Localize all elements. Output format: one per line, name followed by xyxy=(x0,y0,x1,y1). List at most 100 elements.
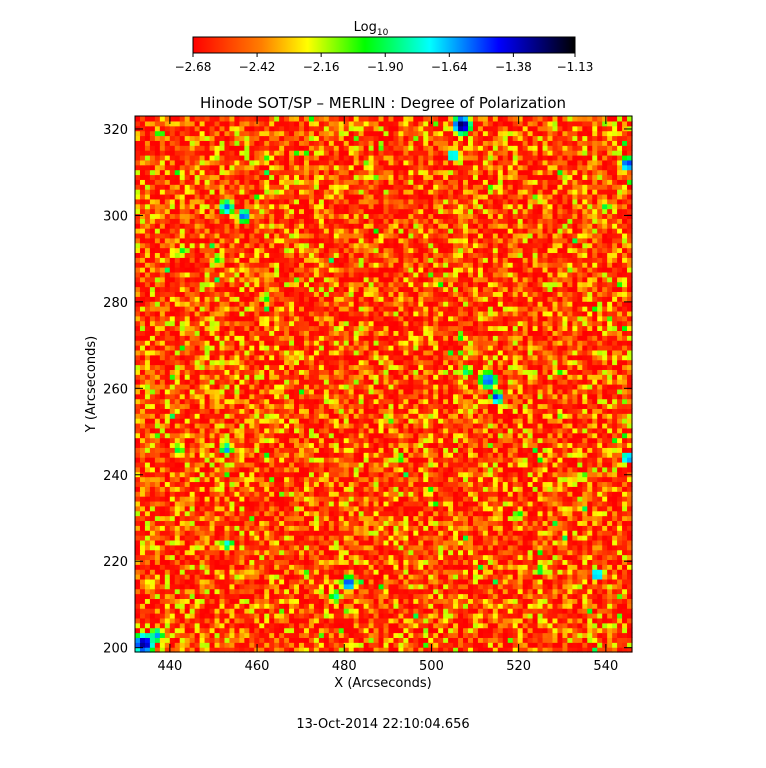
heatmap-cell xyxy=(448,627,454,634)
heatmap-cell xyxy=(413,427,419,434)
heatmap-cell xyxy=(383,632,390,638)
heatmap-cell xyxy=(274,452,280,458)
heatmap-cell xyxy=(502,408,509,414)
heatmap-cell xyxy=(388,530,395,536)
heatmap-cell xyxy=(308,510,315,517)
heatmap-cell xyxy=(373,564,380,570)
heatmap-cell xyxy=(353,647,360,653)
heatmap-cell xyxy=(577,422,583,429)
heatmap-cell xyxy=(472,613,479,619)
heatmap-cell xyxy=(413,413,419,419)
heatmap-cell xyxy=(358,427,365,434)
heatmap-cell xyxy=(219,481,226,487)
heatmap-cell xyxy=(627,578,633,585)
heatmap-cell xyxy=(587,422,593,429)
heatmap-cell xyxy=(159,622,166,629)
heatmap-cell xyxy=(567,466,573,473)
heatmap-cell xyxy=(567,520,573,526)
heatmap-cell xyxy=(279,627,285,634)
heatmap-cell xyxy=(572,583,578,590)
heatmap-cell xyxy=(537,539,544,546)
heatmap-cell xyxy=(284,530,290,536)
heatmap-cell xyxy=(313,583,320,590)
heatmap-cell xyxy=(328,554,335,561)
heatmap-cell xyxy=(557,613,564,619)
heatmap-cell xyxy=(313,525,320,531)
heatmap-cell xyxy=(159,593,166,599)
heatmap-cell xyxy=(274,432,280,439)
heatmap-cell xyxy=(448,427,454,434)
heatmap-cell xyxy=(308,539,315,546)
heatmap-cell xyxy=(159,583,166,590)
heatmap-cell xyxy=(189,500,196,507)
heatmap-cell xyxy=(239,422,245,429)
heatmap-cell xyxy=(299,408,305,414)
heatmap-cell xyxy=(557,569,564,575)
heatmap-cell xyxy=(204,613,211,619)
heatmap-cell xyxy=(313,603,320,609)
heatmap-cell xyxy=(299,525,305,531)
heatmap-cell xyxy=(363,554,370,561)
heatmap-cell xyxy=(527,544,534,551)
heatmap-cell xyxy=(587,457,593,463)
heatmap-cell xyxy=(448,554,454,561)
heatmap-cell xyxy=(438,622,444,629)
heatmap-cell xyxy=(333,578,340,585)
heatmap-cell xyxy=(617,539,623,546)
heatmap-cell xyxy=(482,598,489,604)
heatmap-cell xyxy=(453,457,459,463)
heatmap-cell xyxy=(368,598,375,604)
heatmap-cell xyxy=(502,525,509,531)
heatmap-cell xyxy=(353,413,360,419)
heatmap-cell xyxy=(453,418,459,424)
heatmap-cell xyxy=(219,442,226,448)
heatmap-cell xyxy=(602,617,608,624)
heatmap-cell xyxy=(497,588,504,595)
heatmap-cell xyxy=(199,647,206,653)
heatmap-cell xyxy=(463,496,469,502)
heatmap-cell xyxy=(413,520,419,526)
heatmap-cell xyxy=(169,422,176,429)
heatmap-cell xyxy=(622,466,628,473)
heatmap-cell xyxy=(299,544,305,551)
heatmap-cell xyxy=(299,427,305,434)
heatmap-cell xyxy=(159,486,166,492)
heatmap-cell xyxy=(313,608,320,614)
heatmap-cell xyxy=(482,432,489,439)
heatmap-cell xyxy=(567,535,573,541)
heatmap-cell xyxy=(448,520,454,526)
heatmap-cell xyxy=(189,505,196,512)
heatmap-cell xyxy=(398,476,404,483)
heatmap-cell xyxy=(264,408,270,414)
heatmap-cell xyxy=(617,554,623,561)
heatmap-cell xyxy=(562,622,568,629)
heatmap-cell xyxy=(403,559,409,565)
heatmap-cell xyxy=(602,564,608,570)
heatmap-cell xyxy=(169,496,176,502)
heatmap-cell xyxy=(617,627,623,634)
heatmap-cell xyxy=(244,608,250,614)
heatmap-cell xyxy=(139,476,146,483)
heatmap-cell xyxy=(254,574,260,580)
heatmap-cell xyxy=(169,510,176,517)
heatmap-cell xyxy=(413,583,419,590)
heatmap-cell xyxy=(368,613,375,619)
heatmap-cell xyxy=(348,583,355,590)
heatmap-cell xyxy=(139,530,146,536)
heatmap-cell xyxy=(403,593,409,599)
heatmap-cell xyxy=(179,500,186,507)
heatmap-cell xyxy=(135,564,141,570)
heatmap-cell xyxy=(562,613,568,619)
heatmap-cell xyxy=(358,632,365,638)
heatmap-cell xyxy=(373,617,380,624)
heatmap-cell xyxy=(149,427,156,434)
heatmap-cell xyxy=(219,418,226,424)
heatmap-cell xyxy=(338,486,345,492)
heatmap-cell xyxy=(323,418,330,424)
heatmap-cell xyxy=(607,437,613,444)
heatmap-cell xyxy=(467,539,474,546)
heatmap-cell xyxy=(592,544,598,551)
heatmap-cell xyxy=(348,437,355,444)
heatmap-cell xyxy=(617,637,623,643)
heatmap-cell xyxy=(199,632,206,638)
